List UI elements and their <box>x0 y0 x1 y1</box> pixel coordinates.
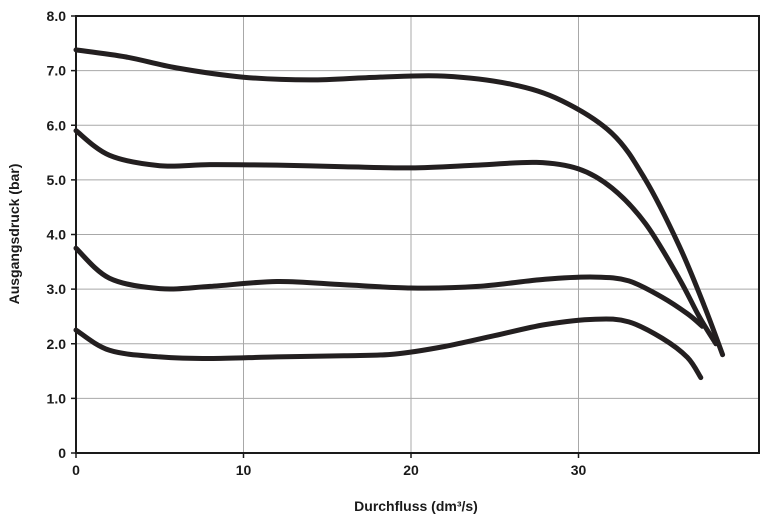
y-tick-label: 0 <box>58 445 66 461</box>
series-line-1 <box>73 47 726 358</box>
series-curves <box>73 47 726 381</box>
y-tick-label: 7.0 <box>47 63 67 79</box>
y-tick-label: 5.0 <box>47 172 67 188</box>
y-axis-title: Ausgangsdruck (bar) <box>6 164 22 305</box>
y-tick-label: 8.0 <box>47 8 67 24</box>
y-tick-label: 6.0 <box>47 117 67 133</box>
x-tick-label: 20 <box>403 462 419 478</box>
y-tick-label: 3.0 <box>47 281 67 297</box>
series-line-2 <box>73 128 719 347</box>
x-tick-label: 10 <box>236 462 252 478</box>
x-axis-title: Durchfluss (dm³/s) <box>354 498 478 514</box>
plot-frame <box>75 15 760 454</box>
series-line-3 <box>73 245 705 329</box>
tick-labels: 0 1.0 2.0 3.0 4.0 5.0 6.0 7.0 8.0 0 10 20 30 <box>47 8 587 478</box>
x-tick-label: 0 <box>72 462 80 478</box>
y-tick-label: 1.0 <box>47 390 67 406</box>
x-tick-label: 30 <box>571 462 587 478</box>
y-tick-label: 4.0 <box>47 227 67 243</box>
y-tick-label: 2.0 <box>47 336 67 352</box>
series-line-4 <box>73 316 704 381</box>
